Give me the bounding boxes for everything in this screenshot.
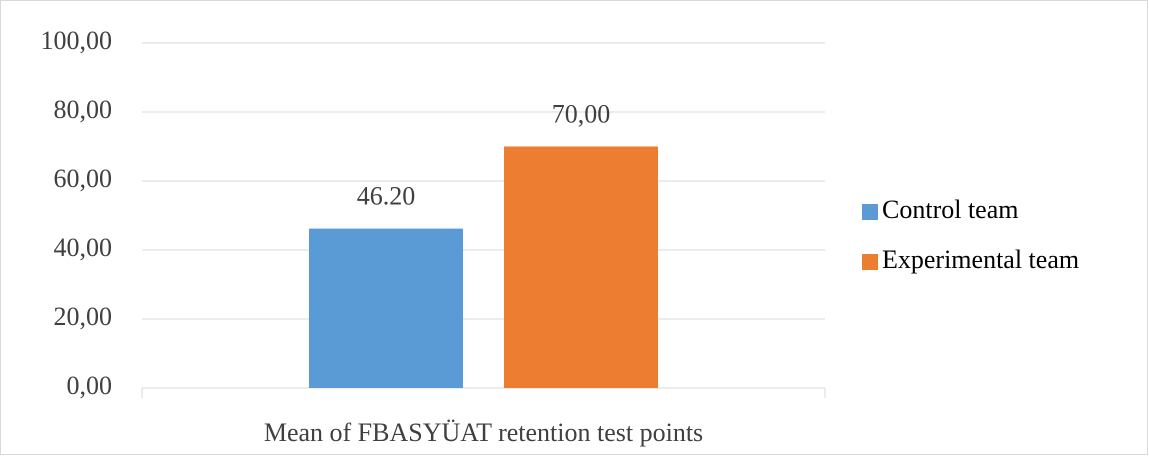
y-tick-label: 20,00 bbox=[54, 302, 113, 331]
y-tick-label: 60,00 bbox=[54, 164, 113, 193]
data-label: 46.20 bbox=[357, 182, 416, 211]
y-tick-label: 100,00 bbox=[41, 26, 113, 55]
y-tick-label: 40,00 bbox=[54, 233, 113, 262]
bar bbox=[504, 146, 658, 388]
bar bbox=[309, 228, 463, 388]
legend-label: Control team bbox=[882, 195, 1018, 224]
legend-swatch bbox=[862, 204, 878, 220]
y-tick-label: 80,00 bbox=[54, 95, 113, 124]
data-label: 70,00 bbox=[552, 99, 611, 128]
y-tick-label: 0,00 bbox=[67, 371, 113, 400]
legend-label: Experimental team bbox=[882, 245, 1079, 274]
legend-swatch bbox=[862, 254, 878, 270]
x-tick-label: Mean of FBASYÜAT retention test points bbox=[264, 418, 703, 447]
